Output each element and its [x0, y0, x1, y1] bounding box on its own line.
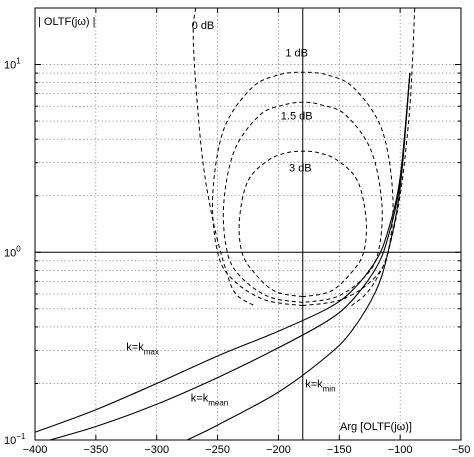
contour-label: 0 dB	[192, 20, 215, 32]
y-tick-label: 100	[4, 244, 21, 259]
x-tick-label: −400	[23, 444, 48, 456]
y-axis-label: | OLTF(jω) |	[38, 16, 95, 28]
annotations: 0 dB 1 dB 1.5 dB 3 dB k=kmax k=kmean k=kmin	[126, 20, 335, 408]
series-label: k=kmin	[305, 379, 335, 394]
x-tick-label: −200	[266, 444, 291, 456]
x-tick-label: −50	[452, 444, 471, 456]
reference-lines	[35, 8, 461, 440]
contour-0-db	[192, 8, 255, 307]
series-k-k-mean	[47, 73, 411, 440]
x-tick-label: −150	[327, 444, 352, 456]
series-label: k=kmean	[191, 393, 228, 408]
y-tick-label: 10−1	[4, 432, 26, 447]
series-label: k=kmax	[126, 341, 159, 356]
x-tick-label: −250	[205, 444, 230, 456]
series-lines	[35, 73, 411, 440]
contour-label: 1 dB	[285, 48, 308, 60]
contour-label: 1.5 dB	[281, 110, 313, 122]
x-tick-label: −350	[83, 444, 108, 456]
contour-label: 3 dB	[289, 162, 312, 174]
x-axis-label: Arg [OLTF(jω)]	[340, 421, 412, 433]
x-tick-labels: −400 −350 −300 −250 −200 −150 −100 −50	[23, 444, 471, 456]
y-tick-label: 101	[4, 57, 21, 72]
contour-3-db	[238, 150, 367, 298]
grid	[34, 7, 462, 441]
plot-frame	[34, 7, 462, 441]
x-tick-label: −100	[388, 444, 413, 456]
series-k-k-min	[186, 73, 411, 440]
x-tick-label: −300	[144, 444, 169, 456]
y-tick-labels: 10−1 100 101	[4, 57, 26, 447]
series-k-k-max	[35, 73, 411, 433]
